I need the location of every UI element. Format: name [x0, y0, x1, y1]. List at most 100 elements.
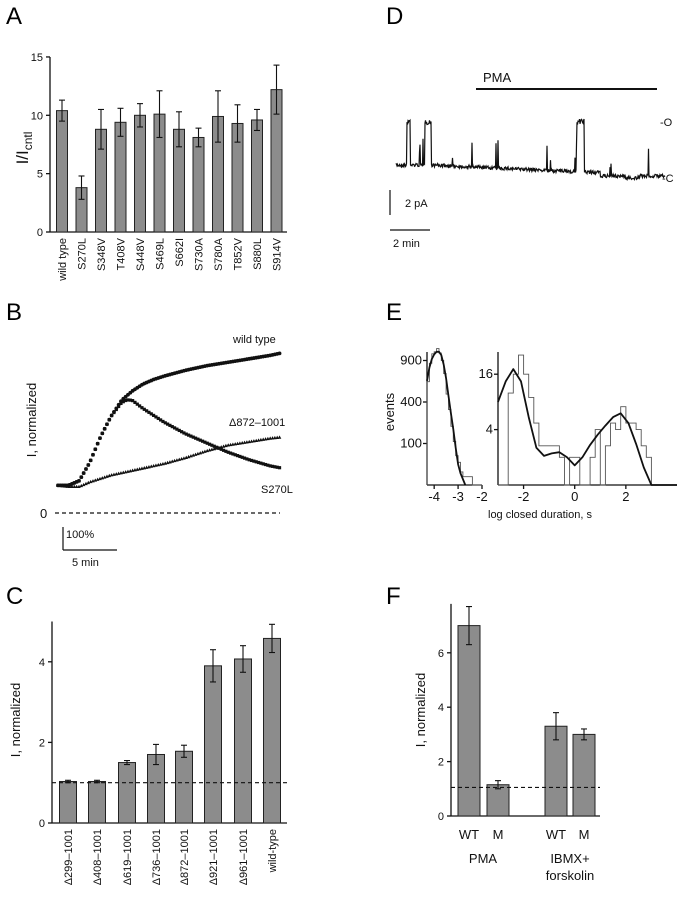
- data-point-triangle: [79, 483, 84, 488]
- data-point-square: [68, 483, 72, 487]
- data-point-square: [275, 465, 279, 469]
- data-point-square: [131, 399, 135, 403]
- panel-a-x-tick-label: T408V: [116, 237, 128, 270]
- data-point-square: [145, 409, 149, 413]
- panel-a-x-tick-label: S662I: [174, 238, 186, 267]
- open-level-text: O: [664, 117, 673, 129]
- panel-f-bar: [486, 784, 510, 817]
- data-point-square: [235, 454, 240, 458]
- data-point-square: [121, 400, 125, 404]
- data-point-square: [84, 467, 88, 471]
- data-point-triangle: [77, 484, 81, 489]
- panel-f-x-tick-label: M: [579, 827, 590, 842]
- data-point-square: [256, 460, 261, 465]
- panel-c-y-tick-label: 0: [39, 818, 45, 830]
- data-point-square: [124, 398, 128, 403]
- panel-c-x-tick-label: Δ961–1001: [238, 829, 250, 885]
- data-point-square: [240, 455, 244, 459]
- data-point-square: [184, 432, 188, 436]
- panel-c-bar: [88, 780, 106, 824]
- panel-b-scalebar-x-label: 5 min: [72, 557, 99, 569]
- panel-a-ylabel: I/Icntl: [13, 132, 35, 165]
- data-point-square: [200, 439, 205, 443]
- data-point-square: [166, 422, 170, 426]
- data-point-square: [182, 431, 186, 435]
- panel-c-bar: [59, 780, 77, 824]
- data-point-square: [154, 415, 158, 419]
- data-point-square: [228, 451, 233, 455]
- legend-s270l: S270L: [261, 484, 293, 496]
- panel-c-y-tick-label: 4: [39, 657, 45, 669]
- data-point-square: [252, 459, 256, 463]
- data-point-square: [210, 443, 214, 447]
- data-point-square: [79, 475, 83, 479]
- data-point-square: [186, 433, 191, 437]
- panel-a-y-tick-label: 15: [31, 52, 43, 64]
- data-point-square: [198, 438, 202, 442]
- data-point-square: [75, 480, 79, 484]
- data-point-square: [147, 410, 151, 414]
- data-point-square: [91, 453, 95, 457]
- panel-e-xlabel: log closed duration, s: [488, 509, 592, 521]
- data-point-square: [159, 418, 163, 422]
- panel-b-scalebar-y-label: 100%: [66, 529, 94, 541]
- data-point-square: [277, 466, 282, 470]
- data-point-square: [135, 402, 139, 406]
- data-point-triangle: [72, 484, 77, 489]
- data-point-square: [89, 458, 93, 462]
- data-point-square: [226, 450, 230, 454]
- panel-f-x-tick-label: WT: [546, 827, 566, 842]
- data-point-square: [196, 437, 200, 441]
- panel-a-bar: [251, 119, 263, 233]
- data-point-square: [86, 463, 90, 467]
- panel-f-y-tick-label: 6: [438, 648, 444, 660]
- data-point-square: [61, 483, 65, 487]
- data-point-square: [179, 430, 184, 434]
- data-point-square: [103, 427, 107, 431]
- panel-a-y-tick-label: 10: [31, 110, 43, 122]
- panel-f-x-tick-label: M: [493, 827, 504, 842]
- data-point-square: [189, 434, 193, 438]
- data-point-square: [161, 419, 165, 424]
- panel-e-sub2-fit-curve: [497, 368, 677, 486]
- data-point-square: [126, 398, 130, 402]
- panel-b-ylabel: I, normalized: [24, 383, 39, 457]
- data-point-square: [191, 435, 195, 439]
- panel-e-sub1-y-tick-label: 100: [400, 436, 422, 451]
- data-point-square: [96, 442, 100, 446]
- data-point-square: [110, 413, 114, 418]
- data-point-square: [203, 440, 207, 444]
- closed-level-text: C: [666, 173, 674, 185]
- panel-c-x-tick-label: Δ299–1001: [63, 829, 75, 885]
- data-point-square: [105, 422, 109, 426]
- panel-a-x-tick-label: S270L: [77, 238, 89, 270]
- panel-c-bar: [263, 637, 281, 824]
- data-point-triangle: [277, 435, 282, 439]
- panel-e-sub1-x-tick-label: -3: [452, 489, 464, 504]
- data-point-square: [177, 428, 181, 433]
- data-point-square: [170, 425, 174, 429]
- panel-e-sub2-y-tick-label: 16: [479, 366, 493, 381]
- data-point-square: [261, 462, 265, 466]
- data-point-square: [242, 456, 247, 460]
- data-point-square: [266, 463, 270, 467]
- data-point-square: [70, 482, 74, 486]
- panel-e-sub2-histogram: [498, 354, 657, 486]
- data-point-square: [245, 457, 249, 461]
- data-point-square: [163, 421, 167, 425]
- data-point-square: [98, 436, 102, 440]
- panel-a-x-tick-label: S914V: [272, 237, 284, 271]
- panel-e-sub2-y-tick-label: 4: [486, 422, 493, 437]
- data-point-square: [175, 427, 179, 431]
- panel-c-x-tick-label: Δ921–1001: [208, 829, 220, 885]
- panel-c-bar: [118, 762, 136, 824]
- data-point-square: [149, 412, 153, 416]
- panel-c-bar: [204, 665, 222, 824]
- panel-c-y-tick-label: 2: [39, 737, 45, 749]
- data-point-triangle: [84, 481, 88, 486]
- panel-c-bar: [175, 750, 193, 824]
- panel-f-y-tick-label: 4: [438, 702, 444, 714]
- legend-wild-type: wild type: [232, 334, 276, 346]
- panel-e-ylabel: events: [382, 392, 397, 431]
- panel-f-ylabel: I, normalized: [413, 673, 428, 747]
